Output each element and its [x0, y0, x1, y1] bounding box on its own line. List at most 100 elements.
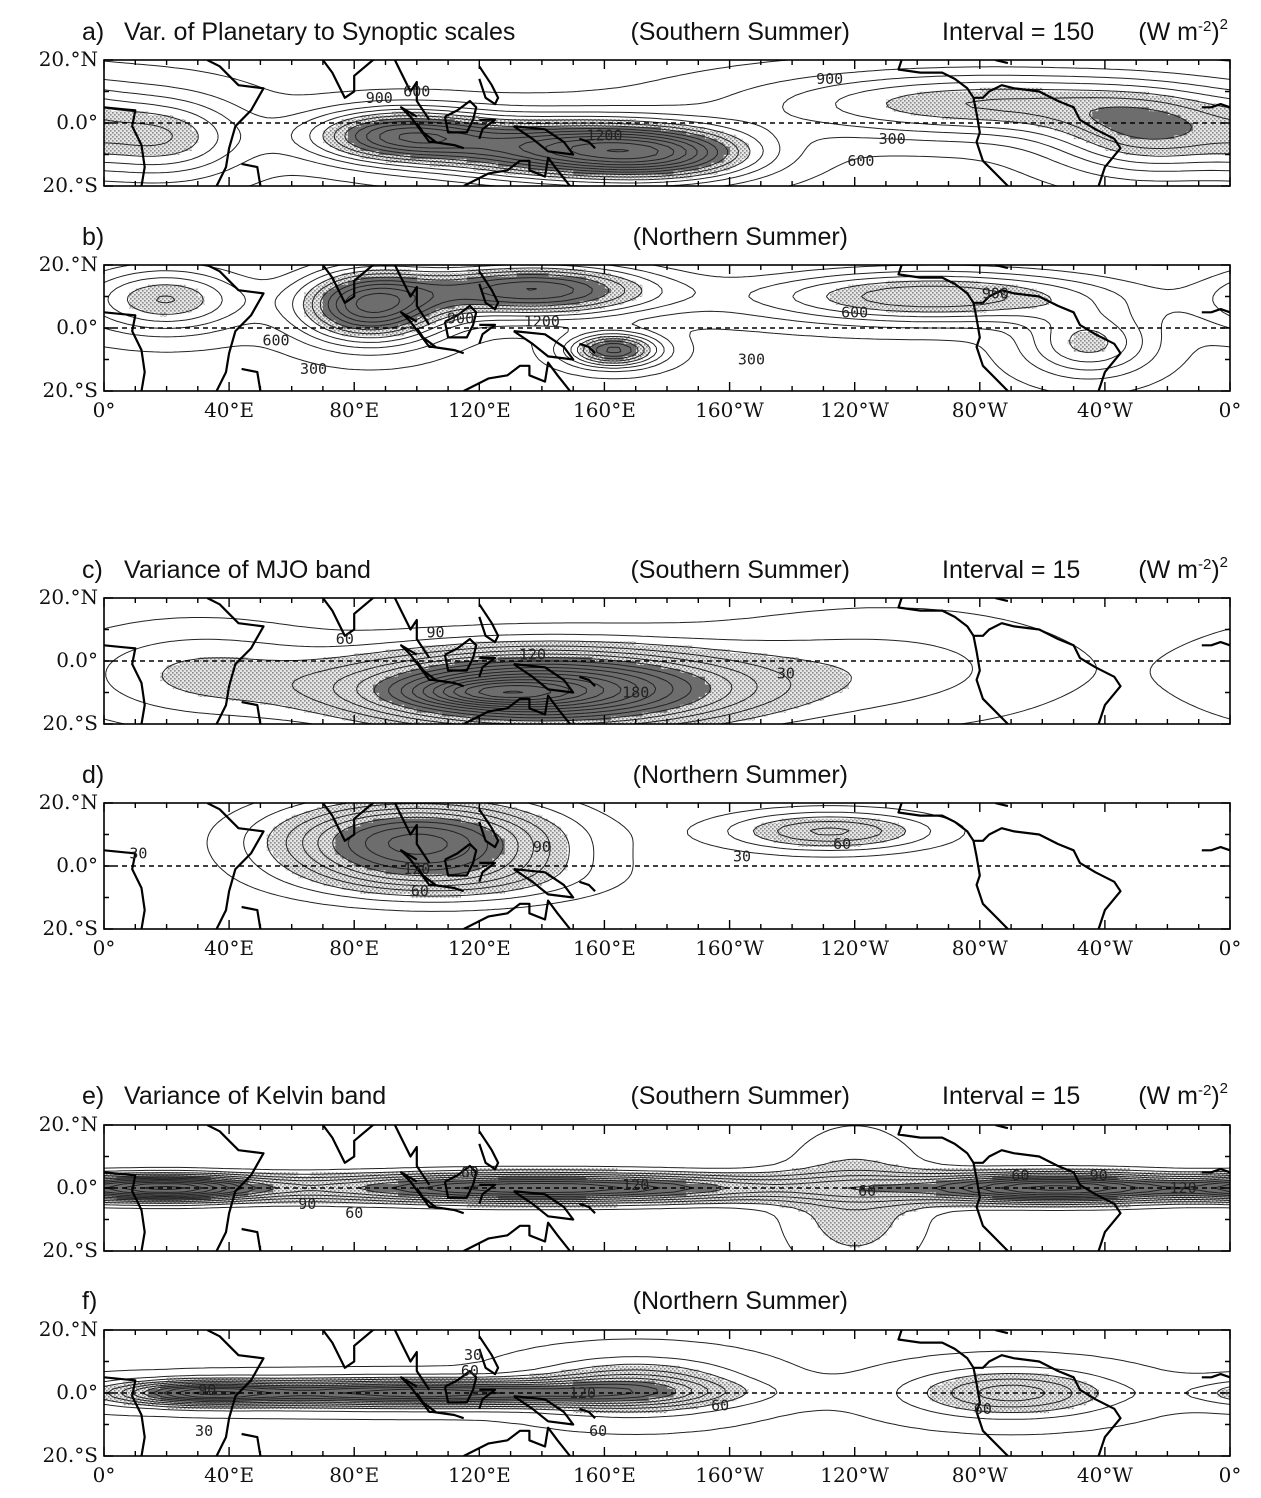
y-tick-label: 20.°N: [39, 790, 98, 814]
panel-d-contours: [206, 803, 966, 912]
panel-d-contour-label: 120: [403, 860, 430, 878]
panel-f-contour-label: 30: [195, 1422, 213, 1440]
panel-d-coastline: [478, 808, 500, 849]
panel-c-title: Variance of MJO band: [124, 556, 371, 584]
panel-f-coastline: [579, 1407, 596, 1419]
panel-e-shade-light: [104, 1160, 1230, 1248]
panel-f-ticks: [103, 1329, 1231, 1457]
panel-e-contour-label: 60: [461, 1163, 479, 1181]
panel-b-shade-light: [129, 268, 1106, 364]
panel-a-shade-dark: [347, 107, 1193, 175]
panel-d-coastline: [443, 842, 478, 877]
panel-e-title: Variance of Kelvin band: [124, 1082, 386, 1110]
y-tick-label: 20.°S: [42, 378, 98, 402]
panel-d-coastline: [897, 803, 1122, 929]
panel-b-coastline: [972, 302, 1009, 391]
panel-a: a) Var. of Planetary to Synoptic scales (S…: [39, 16, 1231, 197]
panel-a-coastline: [432, 140, 465, 150]
x-tick-label: 80°W: [952, 936, 1008, 960]
panel-b-coastline: [432, 345, 465, 355]
panel-c-coastline: [1201, 641, 1230, 647]
x-tick-label: 0°: [93, 936, 116, 960]
panel-d-field: [104, 803, 1230, 929]
panel-f-coastline: [284, 1330, 431, 1391]
panel-a-field: [104, 60, 1230, 186]
panel-c-contour-label: 60: [336, 630, 354, 648]
panel-e-interval: Interval = 15: [942, 1082, 1080, 1110]
panel-b-ticks: [103, 264, 1231, 392]
panel-e-contour-label: 60: [345, 1204, 363, 1222]
panel-a-coastline: [513, 125, 575, 156]
panel-a-interval: Interval = 150: [942, 18, 1094, 46]
x-tick-label: 40°E: [204, 1463, 254, 1487]
x-tick-label: 160°W: [695, 1463, 764, 1487]
panel-c-units: (W m-2)2: [1138, 554, 1228, 584]
panel-c-coastline: [478, 656, 497, 678]
panel-e-coastline: [206, 1125, 265, 1251]
panel-c-contour-label: 120: [519, 646, 546, 664]
panel-a-coastline: [284, 60, 431, 121]
panel-e-coastline: [478, 1130, 500, 1171]
y-tick-label: 20.°S: [42, 173, 98, 197]
panel-e-coastline: [432, 1205, 465, 1215]
panel-e-field: [104, 1125, 1230, 1251]
x-tick-label: 40°W: [1077, 1463, 1133, 1487]
panel-a-coastline: [579, 137, 596, 149]
panel-e-coastline: [241, 1227, 262, 1251]
panel-a-coastline: [478, 65, 500, 106]
panel-c-coastline: [206, 598, 265, 724]
panel-e-contour-label: 120: [622, 1176, 649, 1194]
panel-b-coastline: [478, 323, 497, 345]
panel-e-coastline: [463, 1221, 571, 1251]
panel-a-coastline: [1201, 103, 1230, 109]
panel-a-coastline: [104, 106, 146, 186]
x-tick-label: 40°W: [1077, 398, 1133, 422]
panel-a-coastline: [897, 60, 1122, 186]
panel-f-contour-label: 60: [974, 1400, 992, 1418]
panel-d-coastline: [432, 883, 465, 893]
panel-f-coastline: [432, 1410, 465, 1420]
panel-e-coastline: [897, 1125, 1122, 1251]
panel-b: b) (Northern Summer) 600 300 900 1200 600 300 90…: [39, 223, 1242, 422]
panel-c-coastline: [104, 644, 146, 724]
panel-d-coastline: [1201, 846, 1230, 852]
panel-d-letter: d): [82, 761, 104, 789]
panel-d-ticks: [103, 802, 1231, 930]
panel-e-coastline: [579, 1202, 596, 1214]
panel-d-contour-label: 60: [833, 835, 851, 853]
panel-c-contour-label: 90: [427, 624, 445, 642]
panel-c-contour-label: 180: [622, 684, 649, 702]
x-tick-label: 120°W: [820, 1463, 889, 1487]
panel-e-contours: [104, 1125, 1230, 1251]
x-tick-label: 0°: [1219, 936, 1242, 960]
y-tick-label: 0.0°: [56, 853, 98, 877]
x-tick-label: 0°: [93, 398, 116, 422]
panel-c-coastline: [400, 644, 437, 681]
panel-d-contour-label: 90: [533, 838, 551, 856]
panel-f-coastline: [897, 1330, 1122, 1456]
panel-b-contour-label: 900: [447, 310, 474, 328]
x-tick-label: 0°: [1219, 398, 1242, 422]
panel-d-coastline: [513, 868, 575, 899]
panel-c-coastline: [972, 635, 1009, 724]
panel-a-season: (Southern Summer): [630, 18, 850, 46]
panel-a-coastline: [206, 60, 265, 186]
x-tick-label: 80°W: [952, 398, 1008, 422]
panel-b-contour-label: 1200: [524, 313, 560, 331]
panel-a-coastline: [478, 118, 497, 140]
panel-f-coastline: [104, 1376, 146, 1456]
panel-e-letter: e): [82, 1082, 104, 1110]
panel-c-ticks: [103, 597, 1231, 725]
panel-e-season: (Southern Summer): [630, 1082, 850, 1110]
panel-f-letter: f): [82, 1287, 97, 1315]
y-tick-label: 0.0°: [56, 1380, 98, 1404]
panel-f-coastline: [478, 1388, 497, 1410]
panel-c-coastline: [579, 675, 596, 687]
panel-e-coastline: [104, 1171, 146, 1251]
panel-b-coastline: [284, 265, 431, 326]
panel-f-contour-label: 60: [461, 1362, 479, 1380]
panel-e-units: (W m-2)2: [1138, 1080, 1228, 1110]
panel-f-coastline: [513, 1395, 575, 1426]
